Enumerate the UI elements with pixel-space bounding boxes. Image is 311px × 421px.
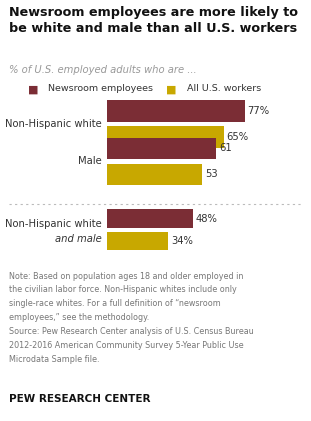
Text: 34%: 34%	[171, 236, 193, 246]
Bar	[107, 232, 168, 250]
Text: the civilian labor force. Non-Hispanic whites include only: the civilian labor force. Non-Hispanic w…	[9, 285, 237, 294]
Bar	[107, 138, 216, 159]
Text: ■: ■	[166, 84, 177, 94]
Text: All U.S. workers: All U.S. workers	[187, 84, 261, 93]
Text: 53: 53	[205, 169, 217, 179]
Bar	[107, 164, 202, 185]
Text: Note: Based on population ages 18 and older employed in: Note: Based on population ages 18 and ol…	[9, 272, 244, 280]
Text: Male: Male	[78, 156, 102, 166]
Text: 61: 61	[219, 144, 232, 153]
Text: and male: and male	[55, 234, 102, 245]
Text: PEW RESEARCH CENTER: PEW RESEARCH CENTER	[9, 394, 151, 404]
Text: employees,” see the methodology.: employees,” see the methodology.	[9, 313, 150, 322]
Text: Newsroom employees are more likely to
be white and male than all U.S. workers: Newsroom employees are more likely to be…	[9, 6, 298, 35]
Bar	[107, 209, 193, 228]
Text: 65%: 65%	[226, 132, 248, 142]
Text: 2012-2016 American Community Survey 5-Year Public Use: 2012-2016 American Community Survey 5-Ye…	[9, 341, 244, 350]
Text: ■: ■	[28, 84, 39, 94]
Text: % of U.S. employed adults who are ...: % of U.S. employed adults who are ...	[9, 65, 197, 75]
Text: Non-Hispanic white: Non-Hispanic white	[5, 119, 102, 129]
Text: 77%: 77%	[248, 106, 270, 116]
Text: Newsroom employees: Newsroom employees	[48, 84, 153, 93]
Text: single-race whites. For a full definition of “newsroom: single-race whites. For a full definitio…	[9, 299, 221, 308]
Bar	[107, 101, 245, 122]
Bar	[107, 126, 224, 147]
Text: Non-Hispanic white: Non-Hispanic white	[5, 218, 102, 229]
Text: Source: Pew Research Center analysis of U.S. Census Bureau: Source: Pew Research Center analysis of …	[9, 327, 254, 336]
Text: 48%: 48%	[196, 213, 218, 224]
Text: Microdata Sample file.: Microdata Sample file.	[9, 355, 100, 364]
